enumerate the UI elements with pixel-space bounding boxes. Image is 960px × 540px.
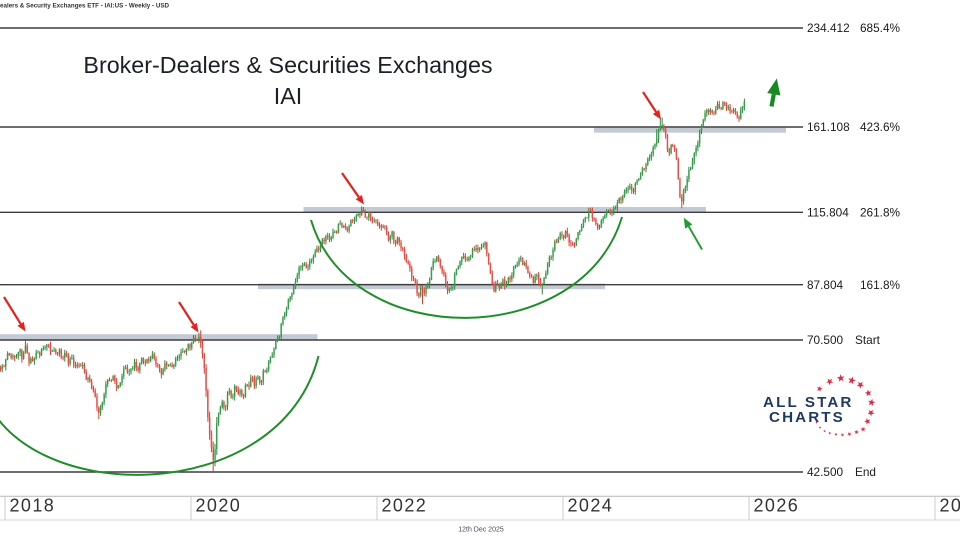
svg-text:ealers & Security Exchanges ET: ealers & Security Exchanges ETF - IAI:US… (0, 2, 170, 9)
svg-text:161.108: 161.108 (807, 120, 850, 134)
svg-text:234.412: 234.412 (807, 21, 850, 35)
svg-text:161.8%: 161.8% (860, 278, 901, 292)
svg-text:2022: 2022 (382, 496, 428, 516)
svg-text:2020: 2020 (196, 496, 242, 516)
svg-text:2024: 2024 (568, 496, 614, 516)
svg-text:Broker-Dealers & Securities Ex: Broker-Dealers & Securities Exchanges (83, 52, 492, 78)
svg-text:IAI: IAI (274, 83, 302, 109)
svg-text:42.500: 42.500 (807, 465, 844, 479)
svg-text:End: End (855, 465, 876, 479)
svg-text:CHARTS: CHARTS (769, 409, 845, 426)
svg-text:685.4%: 685.4% (860, 21, 901, 35)
svg-text:2018: 2018 (10, 496, 56, 516)
svg-text:ALL STAR: ALL STAR (763, 394, 853, 411)
svg-text:2028: 2028 (940, 496, 960, 516)
svg-text:70.500: 70.500 (807, 333, 844, 347)
svg-text:115.804: 115.804 (807, 206, 849, 220)
svg-text:423.6%: 423.6% (860, 120, 901, 134)
svg-text:87.804: 87.804 (807, 278, 844, 292)
svg-text:Start: Start (855, 333, 881, 347)
svg-text:261.8%: 261.8% (860, 206, 901, 220)
svg-text:2026: 2026 (754, 496, 800, 516)
svg-text:12th Dec 2025: 12th Dec 2025 (458, 527, 504, 534)
